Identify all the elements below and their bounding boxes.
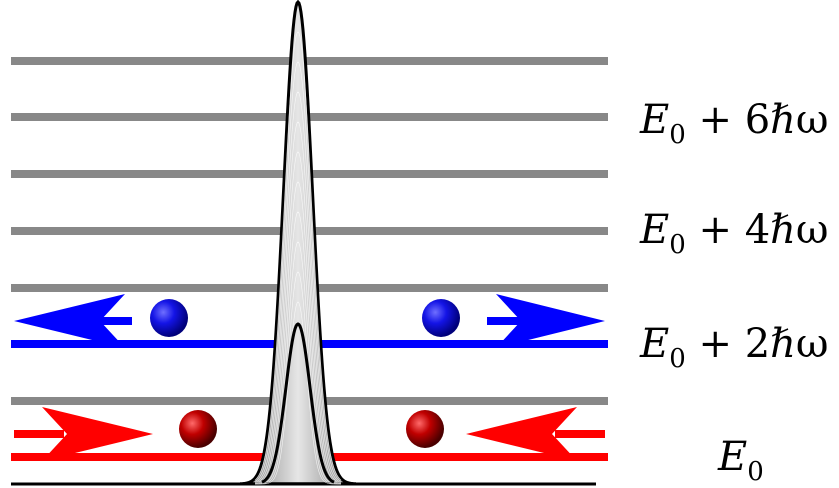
red-arrow-left-head [466,407,577,461]
level-label-2: E0 + 2ℏω [639,321,829,374]
barrier-contour [254,151,342,484]
barrier-contour [255,241,341,485]
barrier-contour [254,31,342,481]
blue-particle-left [150,299,188,337]
red-arrow-left [466,407,605,461]
blue-arrow-right-shaft [487,317,532,325]
barrier-contour [255,271,341,485]
level-label-6: E0 + 6ℏω [639,97,829,150]
blue-arrow-left [14,294,132,348]
blue-arrow-right [487,294,605,348]
red-arrow-left-shaft [555,430,605,438]
barrier-contour [254,121,342,484]
barrier-contour [254,91,342,483]
blue-arrow-left-shaft [90,317,132,325]
red-arrow-right-head [42,407,153,461]
barrier-contour [254,61,342,482]
level-label-4: E0 + 4ℏω [639,207,829,260]
red-particle-left [179,410,217,448]
blue-particle-right [422,299,460,337]
level-label-0: E0 [717,434,764,487]
blue-arrow-right-head [496,294,605,348]
red-arrow-right-shaft [14,430,64,438]
barrier-contour [255,301,341,485]
red-particle-right [406,410,444,448]
blue-arrow-left-head [14,294,125,348]
potential-barrier [240,0,356,486]
red-arrow-right [14,407,153,461]
